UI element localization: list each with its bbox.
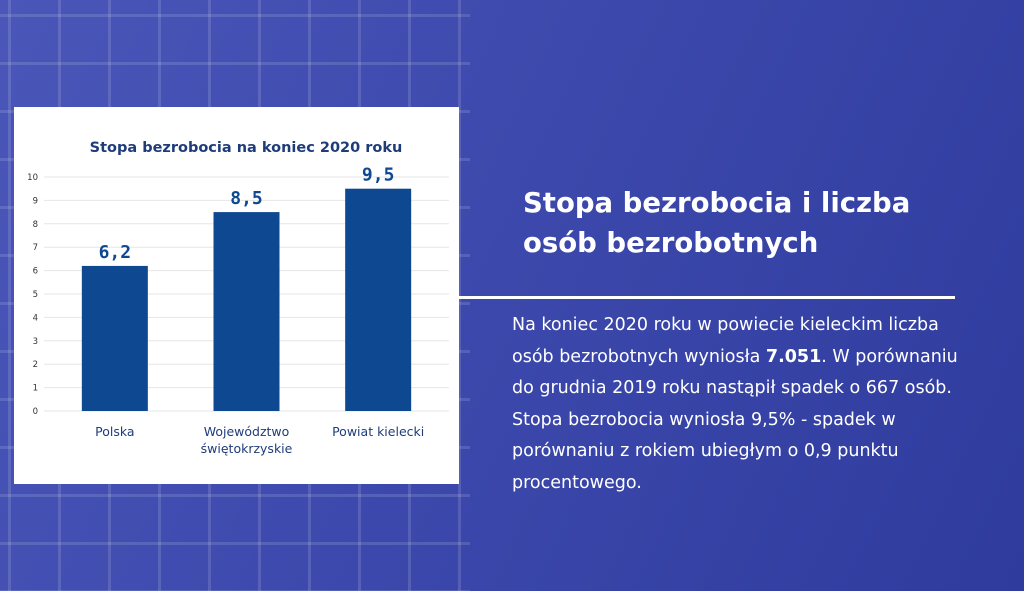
y-tick-label: 2 <box>33 360 38 370</box>
bar-value-label: 8,5 <box>230 188 263 209</box>
chart-card: Stopa bezrobocia na koniec 2020 roku 0 1 2… <box>14 107 459 484</box>
y-tick-label: 0 <box>33 407 38 417</box>
bar-value-label: 6,2 <box>99 242 132 263</box>
bar <box>345 188 412 411</box>
y-tick-label: 1 <box>33 384 38 394</box>
description-paragraph: Na koniec 2020 roku w powiecie kieleckim… <box>512 310 982 499</box>
category-label: świętokrzyskie <box>201 441 293 456</box>
bar <box>213 212 280 411</box>
y-tick-label: 5 <box>33 290 38 300</box>
divider-line <box>459 296 955 299</box>
y-tick-label: 8 <box>33 220 38 230</box>
section-heading: Stopa bezrobocia i liczba osób bezrobotn… <box>523 183 983 263</box>
description-text-start: Na koniec 2020 roku w powiecie kieleckim… <box>512 315 939 367</box>
description-text-end: . W porównaniu do grudnia 2019 roku nast… <box>512 346 958 493</box>
y-tick-label: 3 <box>33 337 38 347</box>
category-label: Polska <box>95 424 134 439</box>
y-tick-label: 6 <box>33 267 38 277</box>
heading-line-2: osób bezrobotnych <box>523 227 819 259</box>
heading-line-1: Stopa bezrobocia i liczba <box>523 187 911 219</box>
y-tick-label: 10 <box>27 173 38 183</box>
bar <box>81 265 148 411</box>
chart-title: Stopa bezrobocia na koniec 2020 roku <box>90 140 403 156</box>
y-tick-label: 7 <box>33 243 38 253</box>
y-tick-label: 4 <box>33 313 38 323</box>
category-label: Powiat kielecki <box>332 424 424 439</box>
bar-chart: Stopa bezrobocia na koniec 2020 roku 0 1 2… <box>27 140 449 456</box>
unemployed-count: 7.051 <box>765 346 822 367</box>
bar-value-label: 9,5 <box>362 165 395 186</box>
category-label: Województwo <box>204 424 290 439</box>
y-tick-label: 9 <box>33 196 38 206</box>
